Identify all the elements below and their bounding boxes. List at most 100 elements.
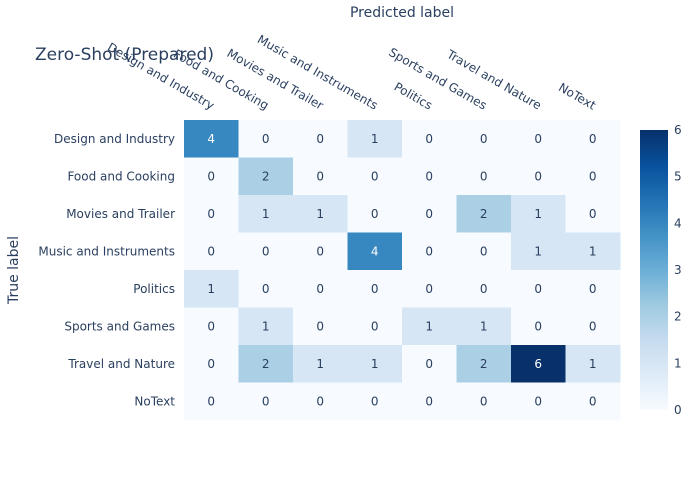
x-tick-label: Food and Cooking [171, 47, 271, 113]
cell-value-label: 1 [207, 282, 215, 296]
colorbar: 0 1 2 3 4 5 6 [640, 123, 682, 417]
heatmap-cell [511, 195, 566, 233]
heatmap-cell [402, 157, 457, 196]
heatmap-cell [347, 307, 403, 346]
cell-value-label: 1 [371, 357, 379, 371]
cell-value-label: 0 [425, 394, 433, 408]
colorbar-tick-label: 5 [674, 170, 682, 184]
cell-value-label: 0 [425, 282, 433, 296]
cell-value-label: 0 [371, 319, 379, 333]
cell-value-label: 0 [425, 132, 433, 146]
heatmap-cell [402, 307, 457, 346]
cell-value-label: 0 [589, 282, 597, 296]
y-tick-label: Politics [133, 282, 175, 296]
heatmap-cell [511, 345, 566, 383]
colorbar-tick-label: 4 [674, 216, 682, 230]
heatmap-cell [184, 270, 239, 308]
heatmap-cell [456, 195, 512, 233]
heatmap-cell [511, 307, 566, 346]
x-axis-title: Predicted label [350, 5, 454, 21]
cell-value-label: 0 [207, 207, 215, 221]
cell-value-label: 0 [316, 394, 324, 408]
cell-value-label: 1 [480, 319, 488, 333]
cell-value-label: 0 [534, 169, 542, 183]
heatmap-cell [347, 382, 403, 421]
heatmap-cell [184, 307, 239, 346]
heatmap-cell [402, 345, 457, 383]
heatmap-cell [565, 232, 621, 271]
heatmap-cell-labels: 4 0 0 1 0 0 0 0 0 2 0 0 0 0 0 0 0 1 1 0 0 2 1 0 0 0 0 4 0 0 1 1 1 0 0 0 0 0 0 0… [207, 132, 596, 409]
cell-value-label: 0 [589, 394, 597, 408]
colorbar-tick-labels: 0 1 2 3 4 5 6 [674, 123, 682, 417]
y-tick-label: Music and Instruments [38, 244, 175, 258]
cell-value-label: 0 [262, 132, 270, 146]
cell-value-label: 0 [480, 169, 488, 183]
cell-value-label: 0 [262, 394, 270, 408]
cell-value-label: 2 [480, 207, 488, 221]
heatmap-cell [402, 382, 457, 421]
heatmap-cell [456, 232, 512, 271]
cell-value-label: 0 [534, 132, 542, 146]
heatmap-cell [347, 270, 403, 308]
cell-value-label: 0 [589, 207, 597, 221]
cell-value-label: 6 [534, 357, 542, 371]
y-tick-label: Sports and Games [64, 319, 175, 333]
cell-value-label: 1 [316, 207, 324, 221]
cell-value-label: 1 [534, 207, 542, 221]
chart-title: Zero-Shot (Prepared) [35, 45, 214, 65]
y-tick-labels: Design and Industry Food and Cooking Movie… [38, 132, 175, 409]
y-tick-label: Travel and Nature [67, 357, 175, 371]
heatmap-cell [511, 120, 566, 158]
heatmap-cell [402, 120, 457, 158]
cell-value-label: 0 [207, 244, 215, 258]
cell-value-label: 0 [207, 394, 215, 408]
colorbar-tick-label: 1 [674, 356, 682, 370]
heatmap-cell [238, 157, 294, 196]
cell-value-label: 0 [316, 244, 324, 258]
heatmap-cell [511, 382, 566, 421]
heatmap-cells [184, 120, 621, 421]
heatmap-cell [565, 270, 621, 308]
cell-value-label: 0 [316, 319, 324, 333]
heatmap-cell [456, 345, 512, 383]
cell-value-label: 0 [425, 244, 433, 258]
y-axis-title: True label [6, 236, 22, 305]
heatmap-cell [565, 157, 621, 196]
cell-value-label: 1 [262, 207, 270, 221]
colorbar-tick-label: 0 [674, 403, 682, 417]
heatmap-cell [456, 157, 512, 196]
heatmap-cell [565, 345, 621, 383]
heatmap-cell [184, 232, 239, 271]
cell-value-label: 1 [371, 132, 379, 146]
heatmap-cell [293, 345, 348, 383]
y-tick-label: Design and Industry [54, 132, 175, 146]
heatmap-cell [184, 157, 239, 196]
y-tick-label: Movies and Trailer [66, 207, 175, 221]
colorbar-gradient [640, 130, 668, 410]
heatmap-cell [347, 120, 403, 158]
cell-value-label: 2 [480, 357, 488, 371]
heatmap-cell [347, 157, 403, 196]
cell-value-label: 0 [371, 394, 379, 408]
heatmap-cell [184, 120, 239, 158]
heatmap-cell [238, 307, 294, 346]
cell-value-label: 1 [316, 357, 324, 371]
cell-value-label: 0 [589, 319, 597, 333]
cell-value-label: 0 [316, 169, 324, 183]
colorbar-tick-label: 3 [674, 263, 682, 277]
y-tick-label: NoText [134, 394, 175, 408]
cell-value-label: 0 [480, 132, 488, 146]
heatmap-cell [565, 195, 621, 233]
cell-value-label: 0 [534, 319, 542, 333]
heatmap-cell [565, 382, 621, 421]
cell-value-label: 0 [371, 282, 379, 296]
cell-value-label: 0 [480, 244, 488, 258]
cell-value-label: 0 [207, 319, 215, 333]
cell-value-label: 0 [425, 207, 433, 221]
heatmap-cell [402, 232, 457, 271]
colorbar-tick-label: 6 [674, 123, 682, 137]
heatmap-cell [184, 195, 239, 233]
cell-value-label: 1 [262, 319, 270, 333]
cell-value-label: 1 [589, 357, 597, 371]
cell-value-label: 0 [316, 132, 324, 146]
